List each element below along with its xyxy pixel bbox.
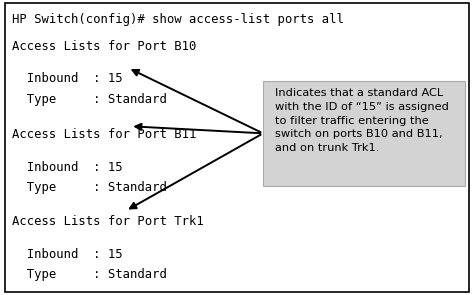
Text: Inbound  : 15: Inbound : 15: [12, 248, 122, 261]
Text: Access Lists for Port B10: Access Lists for Port B10: [12, 40, 196, 53]
Text: Inbound  : 15: Inbound : 15: [12, 161, 122, 174]
Text: Indicates that a standard ACL
with the ID of “15” is assigned
to filter traffic : Indicates that a standard ACL with the I…: [275, 88, 449, 153]
Text: Access Lists for Port B11: Access Lists for Port B11: [12, 128, 196, 141]
Text: Inbound  : 15: Inbound : 15: [12, 72, 122, 85]
Text: Type     : Standard: Type : Standard: [12, 93, 167, 106]
Text: HP Switch(config)# show access-list ports all: HP Switch(config)# show access-list port…: [12, 13, 344, 26]
Text: Type     : Standard: Type : Standard: [12, 181, 167, 194]
Text: Type     : Standard: Type : Standard: [12, 268, 167, 281]
Text: Access Lists for Port Trk1: Access Lists for Port Trk1: [12, 215, 204, 228]
Bar: [263, 81, 465, 186]
